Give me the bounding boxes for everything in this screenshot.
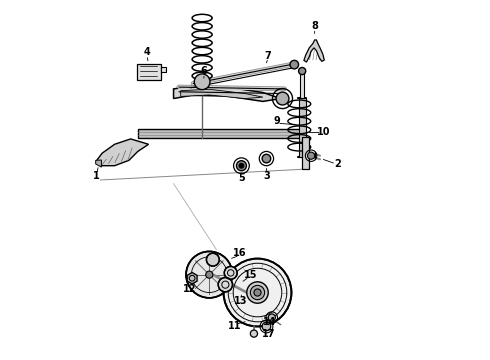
Circle shape [254,289,261,296]
Text: 16: 16 [233,248,246,258]
Circle shape [262,322,270,331]
Circle shape [308,152,315,159]
Text: 15: 15 [244,270,257,280]
Circle shape [262,154,270,163]
Polygon shape [96,160,101,167]
Circle shape [224,266,237,279]
Polygon shape [137,64,161,80]
Circle shape [268,314,275,321]
Circle shape [194,74,210,90]
Polygon shape [298,98,306,157]
Text: 4: 4 [144,47,150,57]
Polygon shape [97,139,148,166]
Circle shape [223,258,292,327]
Text: 6: 6 [200,66,207,76]
Circle shape [206,271,213,278]
Polygon shape [161,67,167,72]
Text: 12: 12 [183,284,196,294]
Circle shape [239,163,244,168]
Text: 7: 7 [265,51,271,61]
Text: 10: 10 [317,127,330,138]
Circle shape [290,60,298,69]
Circle shape [247,282,268,303]
Text: 2: 2 [335,159,341,169]
Polygon shape [138,129,302,138]
Text: 13: 13 [234,296,247,306]
Circle shape [186,251,232,298]
Text: 17: 17 [262,329,275,339]
Polygon shape [304,40,324,62]
Text: 5: 5 [238,173,245,183]
Circle shape [276,92,289,105]
Text: 11: 11 [228,321,242,332]
Circle shape [250,285,265,300]
Circle shape [237,161,246,171]
Text: 9: 9 [274,116,280,126]
Polygon shape [187,273,197,284]
Polygon shape [173,86,281,102]
Circle shape [206,253,220,266]
Polygon shape [302,137,309,169]
Circle shape [298,67,306,75]
Text: 14: 14 [263,317,277,327]
Circle shape [218,278,232,292]
Polygon shape [181,89,263,99]
Circle shape [250,330,258,337]
Text: 1: 1 [94,171,100,181]
Text: 8: 8 [311,21,318,31]
Polygon shape [300,73,304,98]
Text: 3: 3 [263,171,270,181]
